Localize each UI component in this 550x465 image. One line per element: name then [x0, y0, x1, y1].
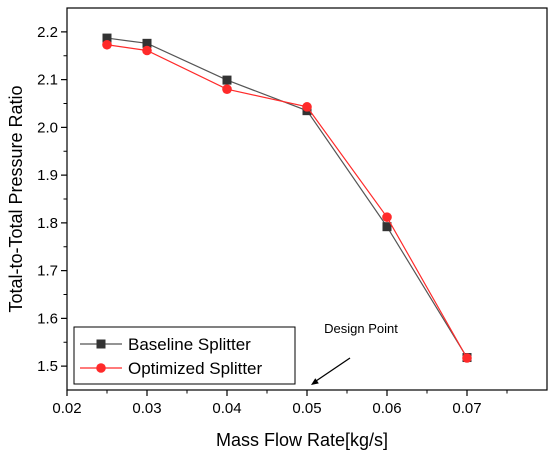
- optimized-splitter-point: [222, 84, 232, 94]
- design-point-arrowhead: [311, 378, 319, 385]
- baseline-splitter-point: [142, 38, 152, 48]
- y-axis-title: Total-to-Total Pressure Ratio: [6, 85, 26, 312]
- x-tick-label: 0.02: [52, 400, 81, 417]
- optimized-splitter-point: [302, 102, 312, 112]
- optimized-splitter-point: [382, 212, 392, 222]
- design-point-arrow-line: [315, 357, 351, 382]
- baseline-splitter-line: [106, 37, 468, 358]
- y-tick-label: 1.8: [37, 215, 58, 232]
- y-tick-label: 2.2: [37, 24, 58, 41]
- design-point-annotation: Design Point: [324, 321, 398, 336]
- x-axis-title: Mass Flow Rate[kg/s]: [216, 430, 388, 450]
- legend-box: [73, 326, 296, 385]
- y-tick-label: 2.0: [37, 119, 58, 136]
- baseline-splitter-point: [222, 75, 232, 85]
- y-tick-label: 1.5: [37, 358, 58, 375]
- legend-baseline-splitter-marker: [96, 339, 106, 349]
- optimized-splitter-point: [102, 39, 112, 50]
- baseline-splitter-point: [102, 33, 112, 43]
- x-tick-label: 0.04: [212, 400, 241, 417]
- x-tick-label: 0.07: [452, 400, 481, 417]
- y-tick-label: 1.6: [37, 310, 58, 327]
- x-tick-label: 0.05: [292, 400, 321, 417]
- optimized-splitter-line: [106, 44, 468, 359]
- optimized-splitter-point: [142, 45, 152, 56]
- y-tick-label: 2.1: [37, 72, 58, 89]
- x-tick-label: 0.03: [132, 400, 161, 417]
- plot-area: 0.02 0.03 0.04 0.05 0.06 0.07 1.5 1.6 1.7 1.8 1.9 2…: [37, 7, 548, 417]
- y-tick-label: 1.7: [37, 263, 58, 280]
- x-tick-label: 0.06: [372, 400, 401, 417]
- legend-optimized-splitter-marker: [96, 363, 106, 373]
- legend-baseline-splitter-label: Baseline Splitter: [128, 335, 251, 354]
- baseline-splitter-point: [382, 222, 392, 232]
- optimized-splitter-point: [462, 353, 472, 363]
- legend-optimized-splitter-label: Optimized Splitter: [128, 359, 262, 378]
- y-tick-label: 1.9: [37, 167, 58, 184]
- legend: Baseline Splitter Optimized Splitter: [73, 326, 296, 385]
